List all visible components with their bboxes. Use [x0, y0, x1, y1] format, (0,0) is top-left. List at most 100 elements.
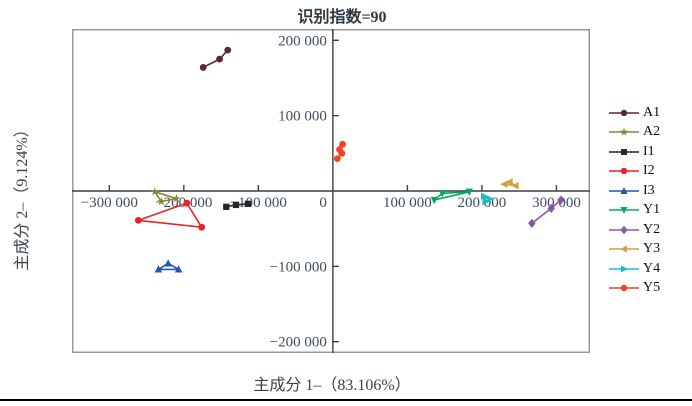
legend-label: I1 — [643, 143, 655, 159]
square-legend-marker-icon — [609, 148, 639, 155]
x-tick-label: 0 — [319, 195, 327, 211]
data-point-marker — [620, 109, 628, 116]
legend-label: A2 — [643, 124, 661, 140]
legend-label: I2 — [643, 163, 655, 179]
legend-item-Y2: Y2 — [608, 220, 660, 240]
diamond-legend-marker-icon — [609, 225, 639, 235]
data-point-marker — [333, 155, 341, 163]
data-point-marker — [620, 186, 628, 194]
data-point-marker — [223, 203, 230, 210]
series-I2-path — [138, 202, 204, 229]
data-point-marker — [134, 216, 142, 224]
series-Y1-path — [433, 191, 470, 201]
data-point-marker — [339, 140, 346, 148]
x-axis-label: 主成分 1–（83.106%） — [253, 377, 411, 394]
data-point-marker — [511, 182, 519, 190]
data-point-marker — [198, 223, 206, 231]
data-point-marker — [430, 196, 438, 205]
data-point-marker — [183, 199, 191, 207]
data-point-marker — [174, 265, 183, 273]
series-Y1 — [430, 188, 473, 205]
data-point-marker — [171, 193, 181, 203]
data-point-marker — [465, 188, 473, 196]
circle-legend-marker-icon — [609, 285, 639, 292]
data-point-marker — [338, 149, 346, 157]
legend: A1 A2 I1 I2 I3 Y1 Y2 Y3 Y4 Y5 — [608, 103, 660, 298]
data-point-marker — [619, 127, 629, 136]
data-point-marker — [438, 190, 447, 198]
data-point-marker — [528, 218, 536, 229]
y-tick-label: −200 000 — [270, 335, 327, 351]
star-legend-marker-icon — [609, 127, 639, 136]
legend-label: Y5 — [643, 280, 661, 296]
data-point-marker — [157, 196, 166, 206]
legend-label: Y4 — [643, 260, 661, 276]
legend-item-Y3: Y3 — [608, 240, 660, 260]
plot-area: −300 000 −200 000 −100 000 0 100 000 200 000 3… — [72, 29, 590, 353]
y-tick-label: −100 000 — [270, 259, 327, 275]
series-A1-path — [202, 49, 229, 69]
series-I3-path — [155, 262, 182, 271]
series-I2 — [134, 199, 206, 231]
x-tick-label: 100 000 — [383, 195, 432, 211]
data-point-marker — [150, 187, 160, 196]
legend-label: Y2 — [643, 221, 661, 237]
series-I3 — [154, 259, 183, 273]
triangle-down-legend-marker-icon — [609, 207, 639, 215]
legend-label: I3 — [643, 182, 655, 198]
data-point-marker — [557, 195, 565, 205]
legend-item-A2: A2 — [608, 123, 660, 143]
y-tick-label: 100 000 — [278, 109, 327, 125]
legend-item-I3: I3 — [608, 181, 660, 201]
data-point-marker — [244, 200, 252, 207]
data-point-marker — [547, 203, 555, 213]
data-point-marker — [199, 64, 207, 71]
legend-item-Y1: Y1 — [608, 201, 660, 221]
data-point-marker — [620, 207, 628, 215]
series-A2 — [150, 187, 181, 206]
data-point-marker — [500, 180, 508, 188]
circle-legend-marker-icon — [609, 168, 639, 175]
data-point-marker — [486, 195, 495, 203]
data-point-marker — [224, 46, 232, 54]
series-Y2 — [528, 195, 565, 229]
legend-item-I2: I2 — [608, 162, 660, 182]
legend-item-Y4: Y4 — [608, 259, 660, 279]
legend-item-A1: A1 — [608, 103, 660, 123]
page-divider-rule — [0, 399, 692, 401]
data-point-marker — [621, 265, 628, 273]
x-tick-label: 200 000 — [458, 195, 507, 211]
triangle-right-legend-marker-icon — [609, 265, 639, 273]
series-Y5 — [333, 140, 346, 163]
series-A2-path — [152, 190, 177, 203]
triangle-up-legend-marker-icon — [609, 186, 639, 194]
data-point-marker — [620, 168, 628, 175]
data-point-marker — [505, 178, 513, 186]
data-point-marker — [216, 55, 223, 63]
chart-title: 识别指数=90 — [297, 9, 387, 26]
data-point-marker — [620, 285, 628, 292]
legend-label: Y3 — [643, 241, 661, 257]
circle-legend-marker-icon — [609, 109, 639, 116]
data-point-marker — [154, 265, 163, 273]
series-Y4 — [481, 192, 495, 206]
data-point-marker — [620, 225, 628, 235]
legend-item-Y5: Y5 — [608, 279, 660, 299]
x-tick-label: −100 000 — [230, 195, 287, 211]
data-point-marker — [621, 148, 627, 155]
legend-item-I1: I1 — [608, 142, 660, 162]
y-tick-label: 200 000 — [278, 33, 327, 49]
data-point-marker — [164, 259, 172, 267]
series-I1 — [223, 200, 252, 210]
series-A1 — [199, 46, 232, 71]
data-point-marker — [620, 245, 627, 253]
triangle-left-legend-marker-icon — [609, 245, 639, 253]
y-axis-label: 主成分 2–（9.124%） — [14, 121, 31, 271]
data-point-marker — [232, 201, 240, 209]
legend-label: Y1 — [643, 202, 661, 218]
x-tick-label: −300 000 — [81, 195, 138, 211]
data-point-marker — [482, 197, 490, 206]
series-Y3 — [500, 178, 519, 190]
legend-label: A1 — [643, 104, 661, 120]
